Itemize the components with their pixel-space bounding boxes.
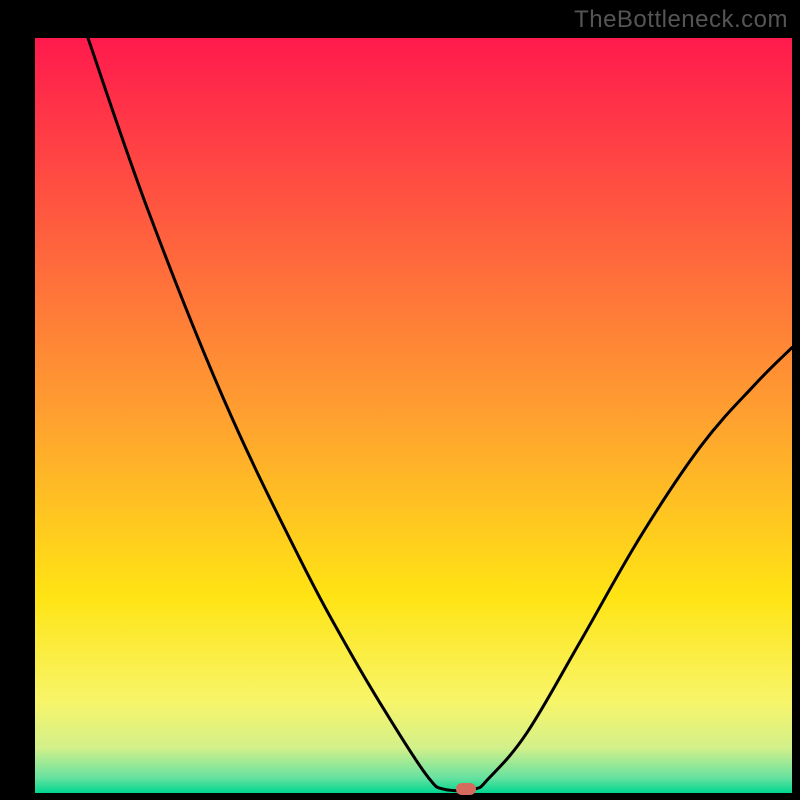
bottleneck-curve <box>0 0 800 800</box>
chart-root: TheBottleneck.com <box>0 0 800 800</box>
watermark-text: TheBottleneck.com <box>574 6 788 34</box>
optimal-point-marker <box>456 783 476 795</box>
